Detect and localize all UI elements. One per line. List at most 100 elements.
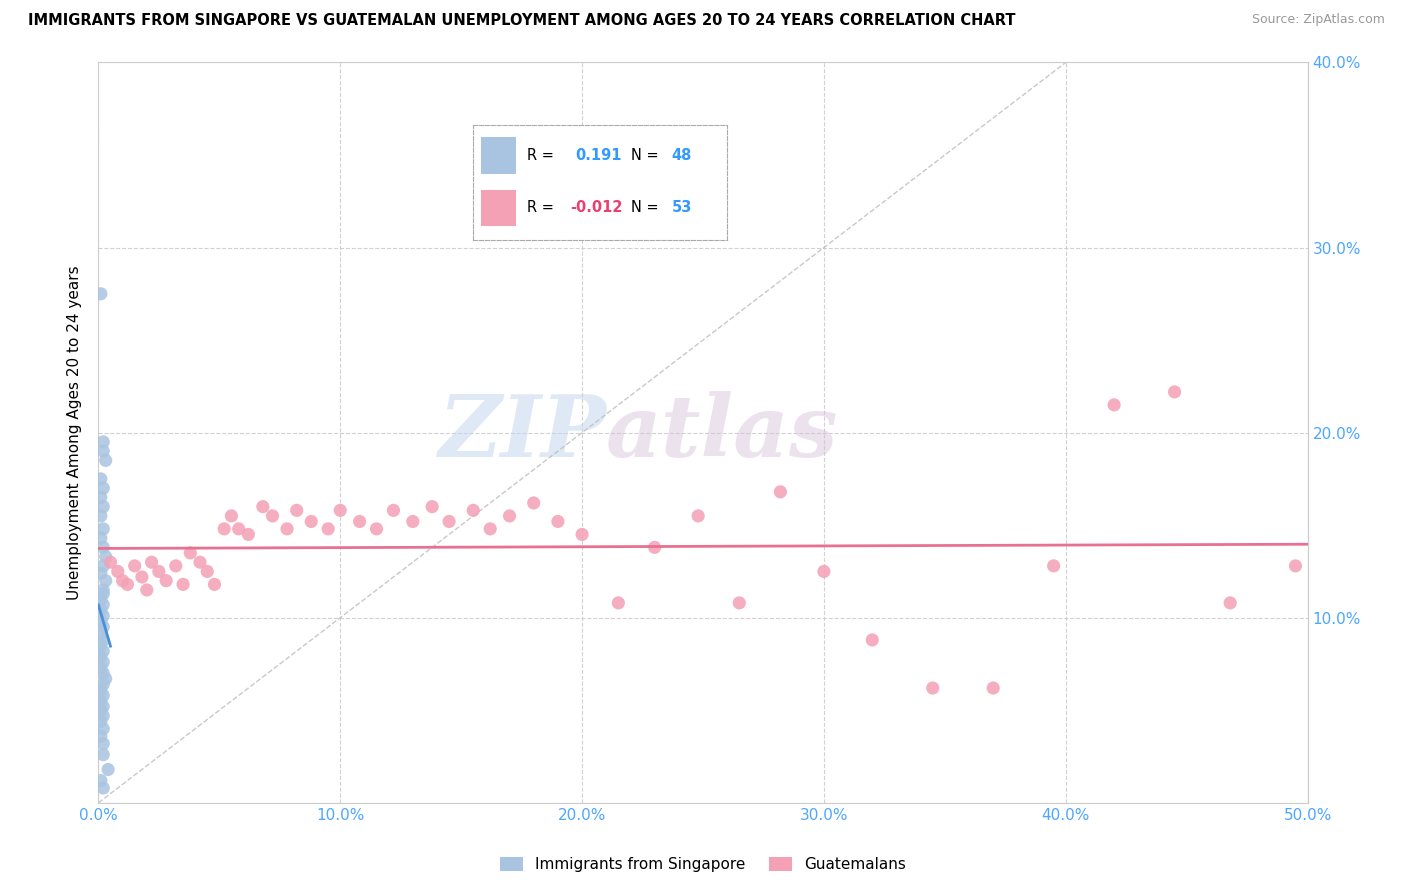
Point — [91, 699, 114, 714]
Point — [329, 503, 352, 517]
Point — [90, 703, 112, 717]
Point — [688, 508, 710, 523]
Point — [498, 508, 520, 523]
Point — [1102, 398, 1125, 412]
Point — [141, 555, 163, 569]
Point — [91, 608, 114, 623]
Point — [349, 515, 371, 529]
Point — [90, 566, 112, 581]
Point — [91, 444, 114, 458]
Point — [728, 596, 751, 610]
Point — [221, 508, 243, 523]
Point — [90, 714, 112, 729]
Point — [90, 773, 112, 788]
Point — [523, 496, 546, 510]
Legend: Immigrants from Singapore, Guatemalans: Immigrants from Singapore, Guatemalans — [494, 851, 912, 879]
Point — [90, 639, 112, 653]
Point — [91, 598, 114, 612]
Point — [479, 522, 502, 536]
Point — [252, 500, 274, 514]
Point — [262, 508, 284, 523]
Point — [91, 677, 114, 691]
Point — [90, 592, 112, 607]
Text: IMMIGRANTS FROM SINGAPORE VS GUATEMALAN UNEMPLOYMENT AMONG AGES 20 TO 24 YEARS C: IMMIGRANTS FROM SINGAPORE VS GUATEMALAN … — [28, 13, 1015, 29]
Point — [238, 527, 260, 541]
Text: ZIP: ZIP — [439, 391, 606, 475]
Point — [91, 666, 114, 681]
Point — [91, 632, 114, 647]
Point — [131, 570, 153, 584]
Point — [91, 747, 114, 762]
Point — [91, 655, 114, 669]
Point — [107, 565, 129, 579]
Point — [366, 522, 388, 536]
Point — [97, 763, 120, 777]
Point — [148, 565, 170, 579]
Point — [91, 541, 114, 555]
Point — [91, 558, 114, 573]
Point — [90, 491, 112, 505]
Point — [90, 682, 112, 697]
Point — [179, 546, 201, 560]
Point — [212, 522, 235, 536]
Point — [90, 649, 112, 664]
Text: atlas: atlas — [606, 391, 839, 475]
Point — [94, 672, 117, 686]
Point — [91, 780, 114, 795]
Point — [437, 515, 460, 529]
Point — [90, 508, 112, 523]
Point — [91, 737, 114, 751]
Y-axis label: Unemployment Among Ages 20 to 24 years: Unemployment Among Ages 20 to 24 years — [67, 265, 83, 600]
Point — [607, 596, 630, 610]
Point — [299, 515, 322, 529]
Point — [402, 515, 425, 529]
Point — [204, 577, 226, 591]
Point — [90, 472, 112, 486]
Point — [382, 503, 405, 517]
Point — [91, 434, 114, 449]
Text: Source: ZipAtlas.com: Source: ZipAtlas.com — [1251, 13, 1385, 27]
Point — [188, 555, 211, 569]
Point — [111, 574, 134, 588]
Point — [547, 515, 569, 529]
Point — [91, 708, 114, 723]
Point — [94, 574, 117, 588]
Point — [91, 587, 114, 601]
Point — [1163, 384, 1185, 399]
Point — [91, 689, 114, 703]
Point — [91, 620, 114, 634]
Point — [228, 522, 250, 536]
Point — [135, 582, 157, 597]
Point — [1219, 596, 1241, 610]
Point — [117, 577, 139, 591]
Point — [100, 555, 122, 569]
Point — [981, 681, 1004, 695]
Point — [90, 729, 112, 743]
Point — [155, 574, 177, 588]
Point — [1284, 558, 1306, 573]
Point — [165, 558, 187, 573]
Point — [90, 694, 112, 708]
Point — [90, 603, 112, 617]
Point — [172, 577, 194, 591]
Point — [276, 522, 298, 536]
Point — [91, 644, 114, 658]
Point — [94, 453, 117, 467]
Point — [860, 632, 883, 647]
Point — [420, 500, 443, 514]
Point — [90, 615, 112, 629]
Point — [921, 681, 943, 695]
Point — [463, 503, 485, 517]
Point — [124, 558, 146, 573]
Point — [91, 500, 114, 514]
Point — [1042, 558, 1064, 573]
Point — [316, 522, 339, 536]
Point — [90, 661, 112, 675]
Point — [90, 286, 112, 301]
Point — [91, 481, 114, 495]
Point — [195, 565, 218, 579]
Point — [644, 541, 666, 555]
Point — [769, 484, 792, 499]
Point — [571, 527, 593, 541]
Point — [94, 549, 117, 564]
